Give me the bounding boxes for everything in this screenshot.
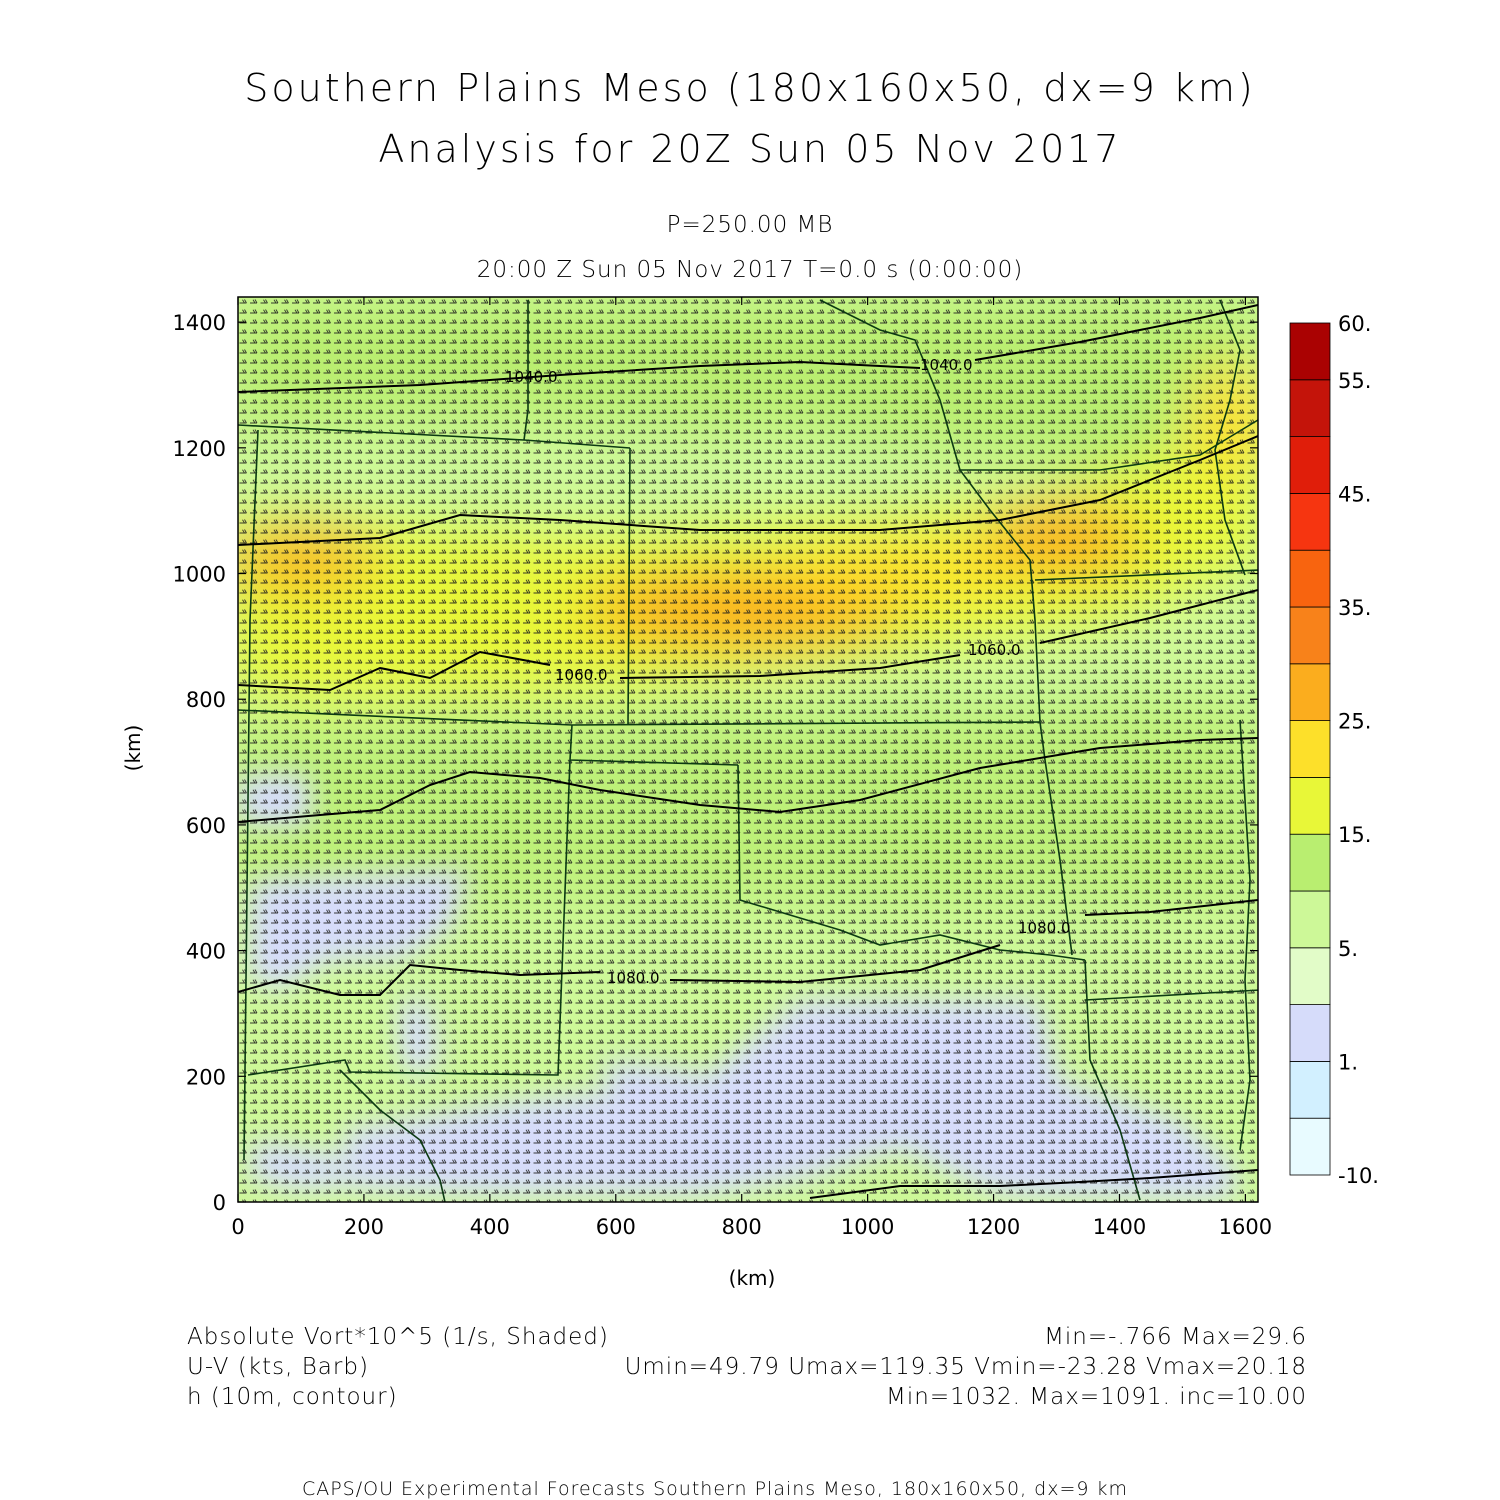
contour-labels: 1040.0 1040.0 1060.0 1060.0 1080.0 1080.…: [505, 356, 1071, 987]
colorbar-label: 60.: [1338, 312, 1371, 336]
contour-label: 1040.0: [505, 368, 558, 386]
x-tick-label: 400: [470, 1215, 510, 1239]
main-title: Southern Plains Meso (180x160x50, dx=9 k…: [244, 66, 1256, 110]
colorbar-label: 1.: [1338, 1050, 1358, 1074]
height-contours: [238, 304, 1258, 1199]
x-tick-label: 1000: [841, 1215, 894, 1239]
x-tick-label: 200: [344, 1215, 384, 1239]
legend-wind-range: Umin=49.79 Umax=119.35 Vmin=-23.28 Vmax=…: [624, 1354, 1307, 1380]
colorbar-label: 25.: [1338, 710, 1371, 734]
colorbar-label: 55.: [1338, 369, 1371, 393]
legend-wind: U-V (kts, Barb): [187, 1354, 369, 1380]
colorbar-swatch: [1289, 379, 1331, 437]
y-axis-label: (km): [121, 725, 145, 772]
x-tick-label: 1600: [1219, 1215, 1272, 1239]
y-tick-label: 600: [186, 814, 226, 838]
y-tick-label: 1200: [173, 437, 226, 461]
state-boundaries: [238, 299, 1258, 1202]
colorbar-label: 15.: [1338, 823, 1371, 847]
y-tick-label: 400: [186, 940, 226, 964]
y-axis: 0 200 400 600 800 1000 1200 1400: [173, 311, 1258, 1215]
y-tick-label: 1000: [173, 563, 226, 587]
y-tick-label: 800: [186, 688, 226, 712]
x-tick-label: 600: [596, 1215, 636, 1239]
colorbar-swatch: [1289, 720, 1331, 778]
colorbar-swatch: [1289, 663, 1331, 721]
colorbar-swatch: [1289, 606, 1331, 665]
colorbar-swatch: [1289, 322, 1331, 381]
plot-frame: [237, 296, 1259, 1203]
footer-credit: CAPS/OU Experimental Forecasts Southern …: [301, 1478, 1129, 1500]
y-tick-label: 200: [186, 1065, 226, 1089]
contour-label: 1060.0: [968, 641, 1021, 659]
colorbar-label: 35.: [1338, 596, 1371, 620]
colorbar-label: 5.: [1338, 937, 1358, 961]
legend-height-range: Min=1032. Max=1091. inc=10.00: [886, 1384, 1307, 1410]
legend-height: h (10m, contour): [187, 1384, 398, 1410]
valid-time: 20:00 Z Sun 05 Nov 2017 T=0.0 s (0:00:00…: [476, 257, 1024, 283]
colorbar-swatch: [1289, 492, 1331, 551]
colorbar-swatch: [1289, 1061, 1331, 1119]
contour-label: 1080.0: [1018, 919, 1071, 937]
x-tick-label: 800: [722, 1215, 762, 1239]
x-tick-label: 0: [231, 1215, 244, 1239]
colorbar-swatch: [1289, 833, 1331, 892]
legend-vorticity: Absolute Vort*10^5 (1/s, Shaded): [187, 1324, 609, 1350]
colorbar-swatch: [1289, 777, 1331, 835]
colorbar-swatch: [1289, 947, 1331, 1005]
x-axis-label: (km): [729, 1266, 776, 1290]
contour-label: 1080.0: [607, 969, 660, 987]
x-tick-label: 1400: [1093, 1215, 1146, 1239]
colorbar-swatch: [1289, 436, 1331, 494]
y-tick-label: 0: [213, 1191, 226, 1215]
contour-label: 1060.0: [555, 666, 608, 684]
vorticity-map: 1040.0 1040.0 1060.0 1060.0 1080.0 1080.…: [121, 296, 1379, 1290]
colorbar-label: -10.: [1338, 1164, 1379, 1188]
colorbar-label: 45.: [1338, 482, 1371, 506]
colorbar: 60. 55. 45. 35. 25. 15. 5. 1. -10.: [1289, 312, 1379, 1188]
x-tick-label: 1200: [967, 1215, 1020, 1239]
legend-vorticity-range: Min=-.766 Max=29.6: [1044, 1324, 1307, 1350]
contour-label: 1040.0: [920, 356, 973, 374]
y-tick-label: 1400: [173, 311, 226, 335]
analysis-time-title: Analysis for 20Z Sun 05 Nov 2017: [378, 127, 1122, 171]
x-axis: 0 200 400 600 800 1000 1200 1400 1600: [231, 297, 1272, 1239]
colorbar-swatch: [1289, 1004, 1331, 1062]
colorbar-swatch: [1289, 549, 1331, 608]
pressure-level: P=250.00 MB: [666, 212, 834, 238]
colorbar-swatch: [1289, 1117, 1331, 1176]
colorbar-swatch: [1289, 890, 1331, 949]
vorticity-shading: [238, 297, 1258, 1202]
